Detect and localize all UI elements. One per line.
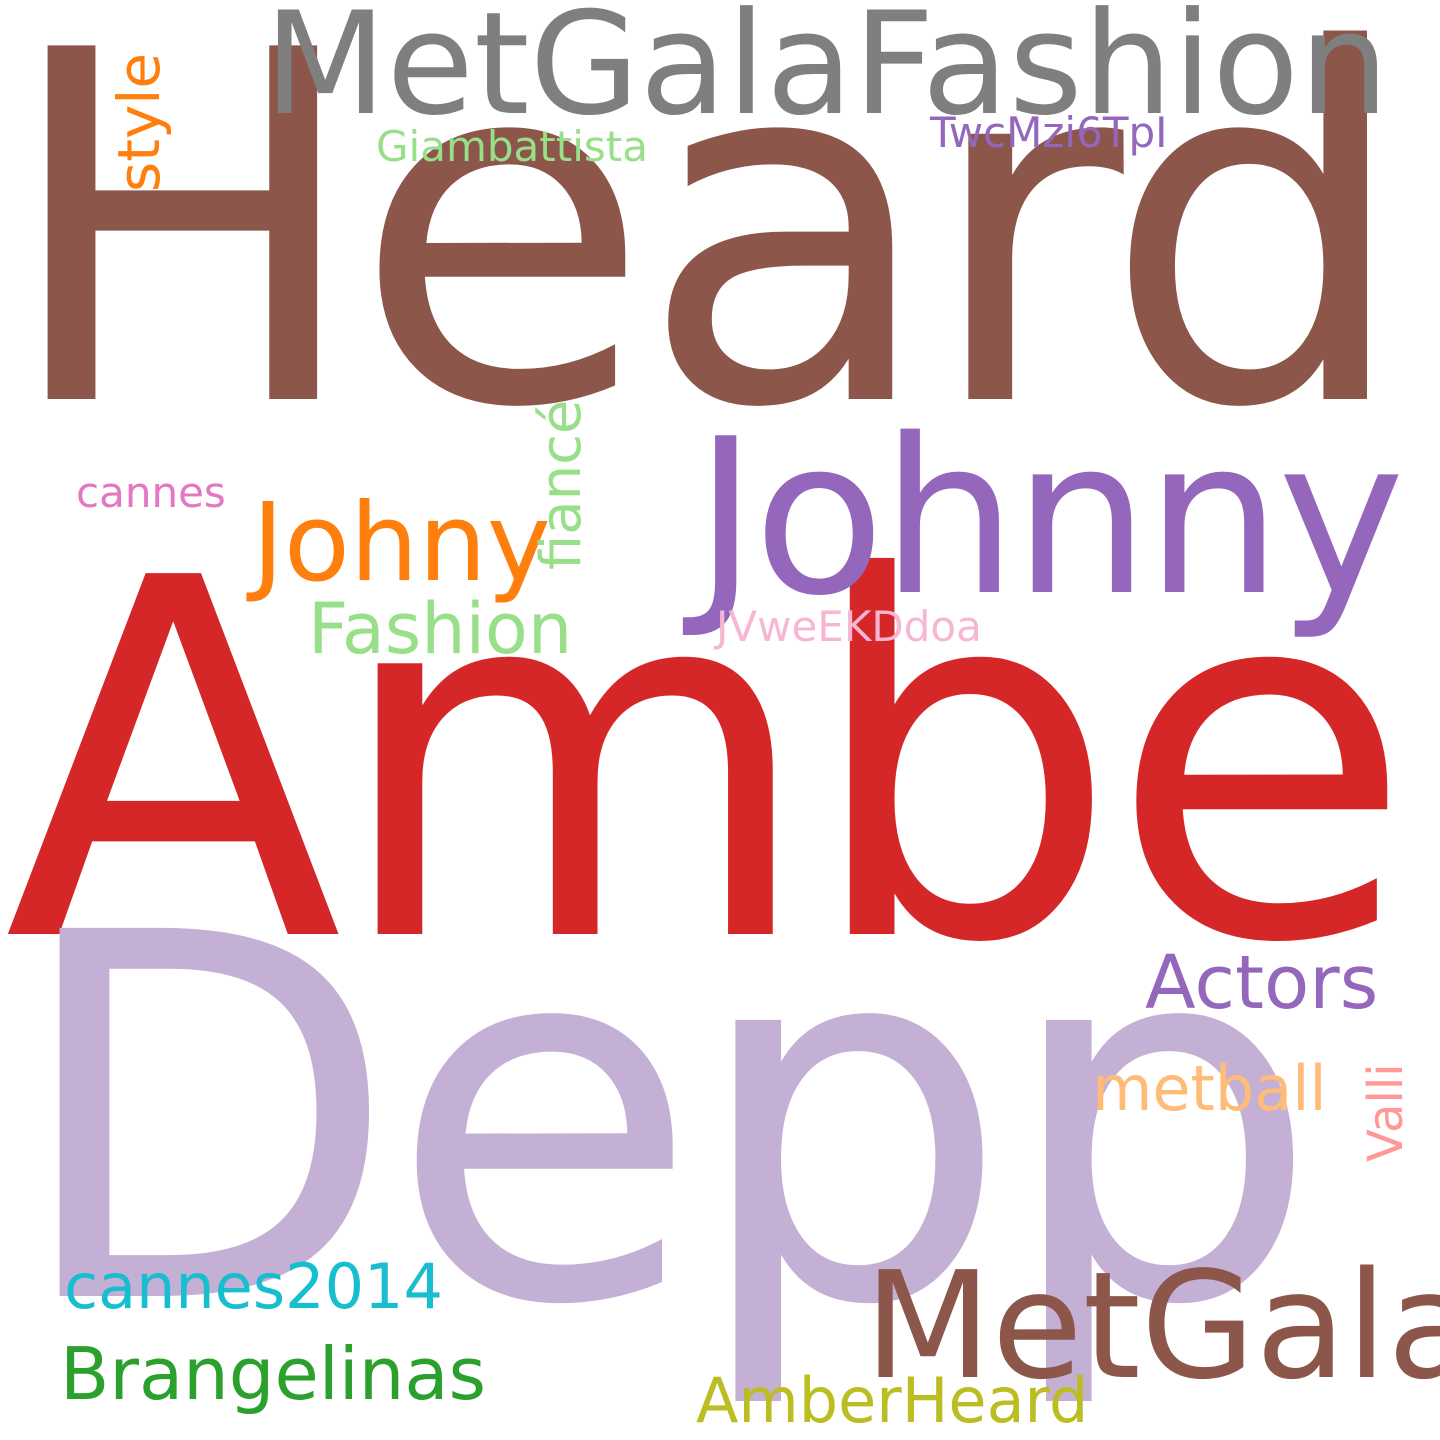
word-metgala: MetGala bbox=[864, 1240, 1440, 1412]
word-fashion: Fashion bbox=[308, 588, 573, 670]
word-cannes: cannes bbox=[76, 468, 226, 517]
word-depp: Depp bbox=[10, 828, 1321, 1416]
word-johny: Johny bbox=[252, 481, 551, 606]
word-brangelinas: Brangelinas bbox=[60, 1332, 487, 1416]
word-metgalafashion: MetGalaFashion bbox=[264, 0, 1390, 147]
word-jvweekddoa: JVweEKDdoa bbox=[716, 602, 982, 651]
word-metball: metball bbox=[1092, 1052, 1327, 1125]
word-twcmzi6tpi: TwcMzi6TpI bbox=[930, 108, 1168, 157]
word-amber: Amber bbox=[4, 475, 1440, 1051]
word-giambattista: Giambattista bbox=[376, 122, 648, 171]
word-cannes2014: cannes2014 bbox=[64, 1250, 443, 1323]
word-johnny: Johnny bbox=[694, 392, 1405, 643]
word-valli: Valli bbox=[1358, 1063, 1414, 1162]
word-amberheard: AmberHeard bbox=[696, 1364, 1089, 1437]
word-heard: Heard bbox=[0, 0, 1411, 514]
word-style: style bbox=[105, 52, 173, 192]
word-fiance: fiancé bbox=[529, 399, 594, 570]
word-actors: Actors bbox=[1145, 940, 1379, 1026]
